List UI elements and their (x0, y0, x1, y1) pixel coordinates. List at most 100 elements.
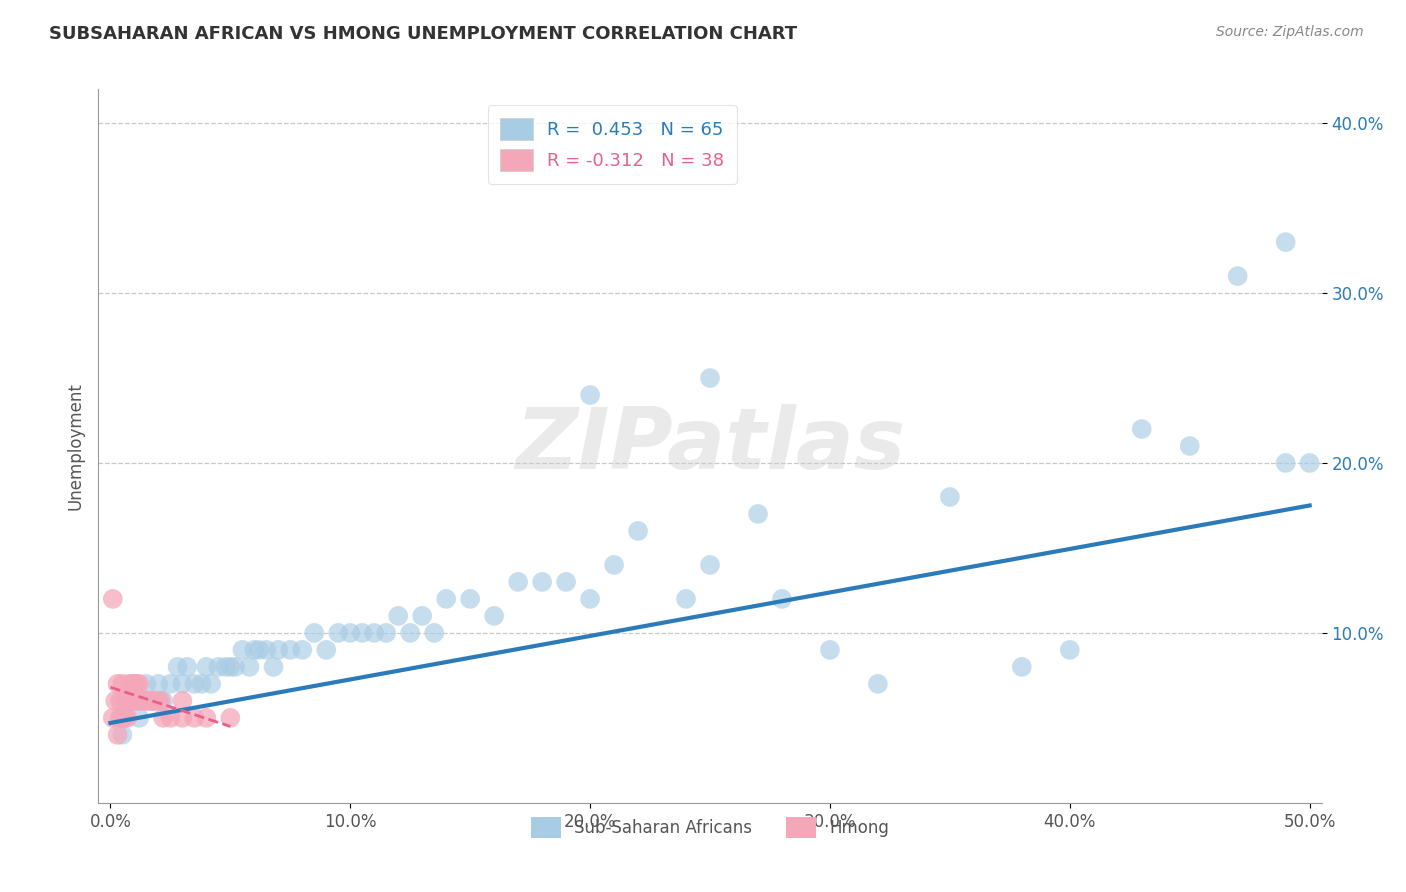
Point (128, 677, 150, 691)
Point (135, 694, 157, 708)
Point (108, 711, 131, 725)
Point (148, 677, 170, 691)
Point (111, 728, 134, 742)
Point (770, 591, 793, 606)
Point (152, 711, 174, 725)
Point (107, 728, 129, 742)
Point (231, 643, 253, 657)
Point (247, 643, 270, 657)
Point (115, 711, 138, 725)
Point (142, 694, 165, 708)
Point (555, 574, 578, 589)
Point (675, 591, 697, 606)
Point (124, 677, 146, 691)
Point (482, 608, 505, 623)
Point (138, 694, 160, 708)
Point (101, 711, 124, 725)
Point (172, 677, 194, 691)
Point (579, 591, 602, 606)
Point (195, 660, 218, 674)
Text: ZIPatlas: ZIPatlas (515, 404, 905, 488)
Point (111, 677, 134, 691)
Point (1011, 660, 1033, 674)
Point (278, 643, 301, 657)
Point (125, 677, 148, 691)
Point (627, 524, 650, 538)
Point (399, 626, 422, 640)
Point (866, 677, 889, 691)
Point (291, 643, 314, 657)
Point (118, 694, 141, 708)
Point (603, 558, 626, 572)
Point (114, 711, 136, 725)
Point (159, 711, 181, 725)
Point (214, 660, 236, 674)
Point (423, 626, 446, 640)
Point (939, 490, 962, 504)
Point (304, 626, 326, 640)
Point (328, 626, 350, 640)
Point (254, 643, 277, 657)
Point (219, 660, 242, 674)
Point (818, 643, 841, 657)
Point (183, 711, 205, 725)
Point (128, 694, 150, 708)
Point (352, 626, 374, 640)
Point (747, 507, 769, 521)
Legend: Sub-Saharan Africans, Hmong: Sub-Saharan Africans, Hmong (524, 811, 896, 845)
Point (159, 677, 181, 691)
Point (1274, 456, 1296, 470)
Point (121, 694, 143, 708)
Point (508, 574, 530, 589)
Text: SUBSAHARAN AFRICAN VS HMONG UNEMPLOYMENT CORRELATION CHART: SUBSAHARAN AFRICAN VS HMONG UNEMPLOYMENT… (49, 25, 797, 43)
Y-axis label: Unemployment: Unemployment (66, 382, 84, 510)
Point (152, 694, 174, 708)
Point (243, 643, 266, 657)
Point (238, 660, 260, 674)
Point (387, 608, 409, 623)
Point (166, 660, 188, 674)
Point (339, 626, 361, 640)
Point (224, 660, 246, 674)
Point (172, 694, 194, 708)
Point (1059, 643, 1081, 657)
Point (219, 711, 242, 725)
Point (699, 371, 721, 385)
Point (190, 677, 212, 691)
Point (125, 694, 148, 708)
Point (207, 660, 229, 674)
Point (149, 694, 172, 708)
Point (315, 643, 337, 657)
Point (114, 694, 136, 708)
Point (263, 660, 285, 674)
Point (101, 591, 124, 606)
Point (124, 694, 146, 708)
Point (108, 694, 131, 708)
Point (375, 626, 398, 640)
Point (579, 388, 602, 402)
Point (128, 711, 150, 725)
Point (107, 677, 129, 691)
Point (1178, 439, 1201, 453)
Point (172, 711, 194, 725)
Point (148, 694, 170, 708)
Point (141, 694, 163, 708)
Point (1226, 269, 1249, 284)
Point (132, 694, 155, 708)
Point (267, 643, 290, 657)
Point (363, 626, 385, 640)
Point (411, 608, 433, 623)
Point (458, 591, 481, 606)
Point (118, 677, 141, 691)
Point (1274, 235, 1296, 249)
Point (142, 694, 165, 708)
Point (531, 574, 554, 589)
Point (176, 660, 198, 674)
Point (434, 591, 457, 606)
Point (1298, 456, 1320, 470)
Point (111, 711, 134, 725)
Point (200, 677, 222, 691)
Point (104, 694, 127, 708)
Point (118, 694, 141, 708)
Point (195, 711, 218, 725)
